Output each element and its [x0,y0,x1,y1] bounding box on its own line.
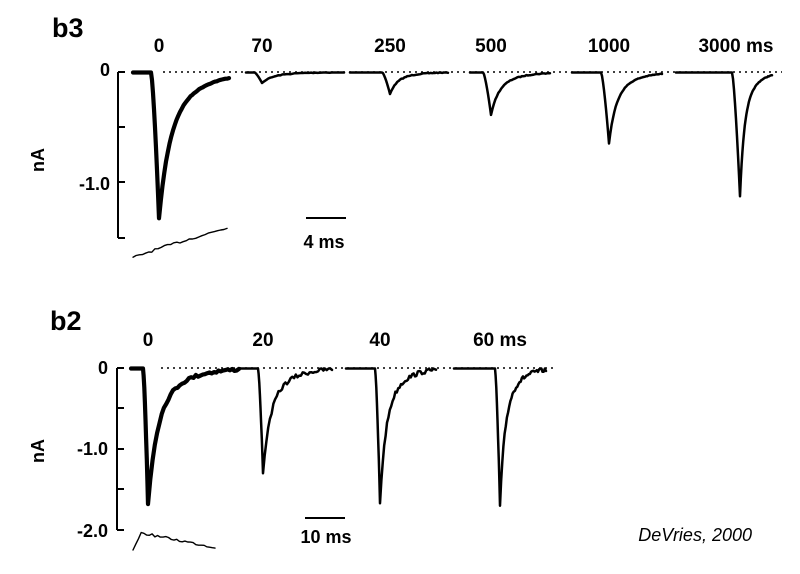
y-tick-label: 0 [100,60,110,80]
condition-label: 500 [475,36,507,57]
current-trace [674,71,774,198]
panel-title: b3 [52,13,84,43]
condition-label: 0 [143,330,154,351]
panel-b3: b3 nA 0 -1.0 4 ms 0 70 250 500 1000 3000 ms [28,13,782,258]
current-trace [348,71,450,96]
figure-credit: DeVries, 2000 [638,525,752,545]
stimulus-trace [132,531,216,551]
current-trace [468,71,552,117]
condition-label: 70 [251,36,272,57]
panel-b2: b2 nA 0 -1.0 -2.0 10 ms 0 20 40 60 ms [28,306,556,551]
condition-label: 60 ms [473,330,527,351]
current-trace [570,71,664,145]
condition-label: 40 [369,330,390,351]
time-scale-bar-label: 10 ms [300,527,351,547]
condition-label: 1000 [588,36,630,57]
condition-label: 3000 ms [698,36,773,57]
panel-title: b2 [50,306,82,336]
y-tick-label: -1.0 [77,439,108,459]
current-trace [452,367,548,507]
time-scale-bar-label: 4 ms [303,232,344,252]
y-tick-label: -1.0 [79,174,110,194]
current-trace [238,367,334,475]
current-trace [130,70,232,221]
y-tick-label: 0 [98,358,108,378]
stimulus-trace [132,227,228,258]
condition-label: 20 [252,330,273,351]
current-trace [344,367,438,505]
current-trace [244,71,346,85]
condition-label: 250 [374,36,406,57]
condition-label: 0 [154,36,165,57]
current-trace [128,366,242,507]
y-axis-label: nA [28,439,48,463]
y-tick-label: -2.0 [77,521,108,541]
y-axis-label: nA [28,148,48,172]
